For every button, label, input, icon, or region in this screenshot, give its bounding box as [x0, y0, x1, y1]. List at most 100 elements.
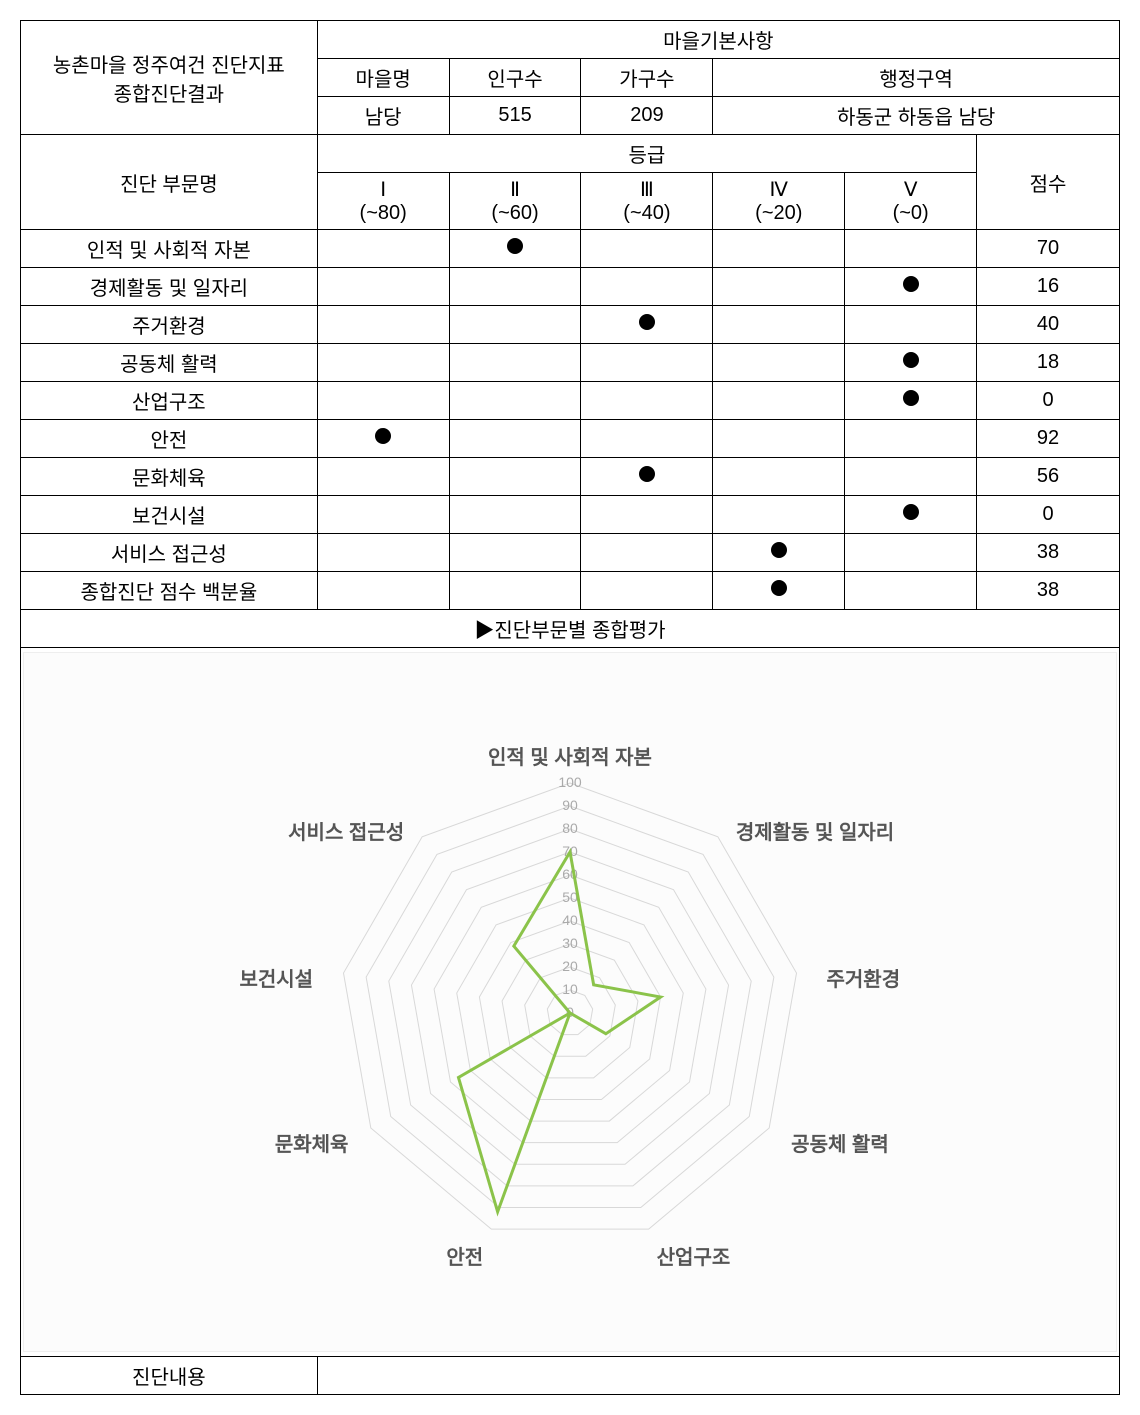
- grade-cell: [845, 420, 977, 458]
- row-score: 70: [977, 230, 1120, 268]
- col-village: 마을명: [317, 59, 449, 97]
- col-households: 가구수: [581, 59, 713, 97]
- grade-cell: [449, 268, 581, 306]
- svg-text:20: 20: [562, 958, 578, 974]
- grade-cell: [317, 230, 449, 268]
- radar-axis-label: 경제활동 및 일자리: [736, 816, 894, 845]
- grade-cell: [845, 458, 977, 496]
- grade-cell: [845, 382, 977, 420]
- grade-cell: [581, 382, 713, 420]
- radar-axis-label: 안전: [446, 1241, 483, 1270]
- grade-level-1: Ⅱ(~60): [449, 173, 581, 230]
- title-line2: 종합진단결과: [114, 84, 224, 106]
- grade-dot-icon: [507, 238, 523, 254]
- grade-cell: [581, 496, 713, 534]
- val-households: 209: [581, 97, 713, 135]
- row-name: 경제활동 및 일자리: [21, 268, 318, 306]
- val-district: 하동군 하동읍 남당: [713, 97, 1120, 135]
- grade-cell: [317, 382, 449, 420]
- grade-cell: [713, 268, 845, 306]
- radar-axis-label: 주거환경: [827, 963, 901, 992]
- grade-label: 등급: [317, 135, 976, 173]
- grade-cell: [317, 534, 449, 572]
- row-name: 주거환경: [21, 306, 318, 344]
- grade-cell: [713, 306, 845, 344]
- chart-cell: 0102030405060708090100인적 및 사회적 자본경제활동 및 …: [21, 648, 1120, 1357]
- diag-content-label: 진단내용: [21, 1357, 318, 1395]
- grade-cell: [317, 496, 449, 534]
- row-name: 인적 및 사회적 자본: [21, 230, 318, 268]
- grade-cell: [713, 496, 845, 534]
- svg-text:10: 10: [562, 981, 578, 997]
- grade-dot-icon: [903, 504, 919, 520]
- grade-dot-icon: [903, 276, 919, 292]
- grade-cell: [317, 344, 449, 382]
- title-line1: 농촌마을 정주여건 진단지표: [53, 55, 285, 77]
- radar-chart: 0102030405060708090100인적 및 사회적 자본경제활동 및 …: [23, 652, 1117, 1352]
- radar-axis-label: 공동체 활력: [791, 1128, 889, 1157]
- diagnosis-table: 농촌마을 정주여건 진단지표 종합진단결과 마을기본사항 마을명 인구수 가구수…: [20, 20, 1120, 1395]
- grade-dot-icon: [639, 466, 655, 482]
- svg-text:30: 30: [562, 935, 578, 951]
- grade-level-3: Ⅳ(~20): [713, 173, 845, 230]
- basic-info-label: 마을기본사항: [317, 21, 1119, 59]
- grade-cell: [713, 534, 845, 572]
- grade-cell: [449, 572, 581, 610]
- chart-section-title: ▶진단부문별 종합평가: [21, 610, 1120, 648]
- grade-cell: [317, 572, 449, 610]
- grade-cell: [317, 306, 449, 344]
- grade-cell: [845, 572, 977, 610]
- grade-dot-icon: [903, 390, 919, 406]
- grade-cell: [845, 268, 977, 306]
- row-name: 문화체육: [21, 458, 318, 496]
- row-score: 38: [977, 572, 1120, 610]
- grade-cell: [845, 344, 977, 382]
- row-score: 18: [977, 344, 1120, 382]
- grade-dot-icon: [771, 580, 787, 596]
- grade-cell: [713, 420, 845, 458]
- grade-cell: [845, 496, 977, 534]
- grade-cell: [713, 344, 845, 382]
- val-population: 515: [449, 97, 581, 135]
- radar-axis-label: 문화체육: [275, 1128, 349, 1157]
- radar-svg: 0102030405060708090100: [160, 683, 980, 1323]
- row-name: 보건시설: [21, 496, 318, 534]
- grade-dot-icon: [639, 314, 655, 330]
- grade-cell: [713, 572, 845, 610]
- diag-content-value: [317, 1357, 1119, 1395]
- grade-dot-icon: [903, 352, 919, 368]
- val-village: 남당: [317, 97, 449, 135]
- radar-axis-label: 보건시설: [239, 963, 313, 992]
- grade-cell: [449, 230, 581, 268]
- grade-cell: [581, 572, 713, 610]
- grade-cell: [581, 268, 713, 306]
- grade-cell: [449, 534, 581, 572]
- grade-cell: [449, 344, 581, 382]
- svg-text:90: 90: [562, 797, 578, 813]
- row-score: 0: [977, 382, 1120, 420]
- grade-dot-icon: [771, 542, 787, 558]
- row-name: 안전: [21, 420, 318, 458]
- grade-cell: [449, 382, 581, 420]
- col-population: 인구수: [449, 59, 581, 97]
- row-score: 56: [977, 458, 1120, 496]
- grade-cell: [449, 420, 581, 458]
- grade-level-2: Ⅲ(~40): [581, 173, 713, 230]
- grade-level-0: Ⅰ(~80): [317, 173, 449, 230]
- grade-cell: [845, 230, 977, 268]
- row-score: 40: [977, 306, 1120, 344]
- row-score: 16: [977, 268, 1120, 306]
- grade-cell: [581, 344, 713, 382]
- svg-text:40: 40: [562, 912, 578, 928]
- col-district: 행정구역: [713, 59, 1120, 97]
- title-cell: 농촌마을 정주여건 진단지표 종합진단결과: [21, 21, 318, 135]
- row-name: 공동체 활력: [21, 344, 318, 382]
- row-score: 92: [977, 420, 1120, 458]
- grade-cell: [581, 306, 713, 344]
- svg-text:80: 80: [562, 820, 578, 836]
- grade-cell: [713, 458, 845, 496]
- grade-cell: [845, 306, 977, 344]
- grade-cell: [581, 420, 713, 458]
- grade-cell: [845, 534, 977, 572]
- grade-cell: [317, 458, 449, 496]
